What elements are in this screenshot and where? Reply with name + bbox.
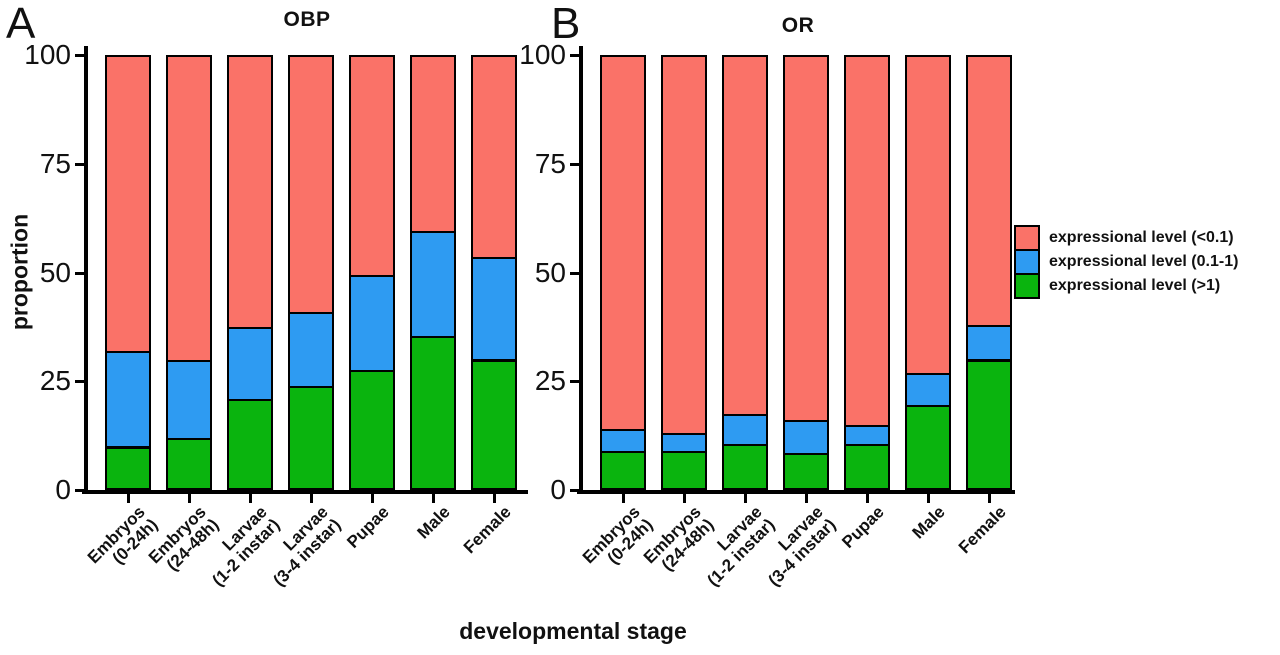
y-tick: [570, 489, 579, 492]
panel-b-letter: B: [551, 0, 581, 48]
y-tick-label: 50: [534, 256, 566, 288]
x-tick: [927, 494, 930, 503]
bar-segment-red: [722, 55, 768, 416]
y-tick: [75, 380, 84, 384]
y-axis-line: [84, 46, 88, 494]
x-tick: [683, 494, 686, 503]
bar-segment-green: [844, 444, 890, 490]
bar-segment-green: [966, 359, 1012, 490]
x-tick: [744, 494, 747, 503]
legend-item: expressional level (>1): [1014, 273, 1238, 299]
y-tick-label: 25: [534, 365, 566, 397]
bar-segment-red: [966, 55, 1012, 327]
bar-segment-green: [600, 450, 646, 490]
x-axis-line: [82, 490, 528, 494]
x-tick: [493, 494, 496, 503]
x-tick: [432, 494, 435, 503]
bar-segment-blue: [166, 359, 212, 440]
legend-swatch-red: [1014, 225, 1040, 251]
bar-segment-red: [410, 55, 456, 234]
y-tick: [75, 271, 84, 275]
y-tick: [75, 162, 84, 166]
x-tick: [622, 494, 625, 503]
bar-segment-green: [349, 370, 395, 490]
bar-segment-green: [661, 450, 707, 490]
bar-segment-red: [844, 55, 890, 427]
x-tick: [988, 494, 991, 503]
bar-segment-red: [227, 55, 273, 329]
panel-a-letter: A: [6, 0, 36, 48]
y-tick-label: 75: [39, 147, 71, 179]
bar-segment-blue: [410, 231, 456, 338]
x-tick: [866, 494, 869, 503]
x-tick: [249, 494, 252, 503]
y-tick-label: 0: [55, 474, 71, 505]
x-tick: [805, 494, 808, 503]
y-axis-line: [579, 46, 583, 494]
bar-segment-blue: [471, 257, 517, 362]
panel-a-title: OBP: [283, 8, 331, 31]
legend-swatch-blue: [1014, 249, 1040, 275]
legend-swatch-green: [1014, 273, 1040, 299]
x-tick: [310, 494, 313, 503]
x-axis-title: developmental stage: [459, 618, 687, 644]
bar-segment-blue: [905, 372, 951, 408]
bar-segment-blue: [722, 413, 768, 447]
legend-item: expressional level (0.1-1): [1014, 249, 1238, 275]
x-category-label: Female: [459, 502, 515, 558]
x-axis-line: [577, 490, 1015, 494]
x-category-label: Female: [954, 502, 1010, 558]
y-axis-title: proportion: [6, 213, 33, 331]
y-tick: [570, 271, 579, 275]
bar-segment-blue: [227, 326, 273, 401]
bar-segment-blue: [288, 311, 334, 388]
y-tick: [75, 54, 84, 57]
bar-segment-green: [471, 359, 517, 490]
bar-segment-red: [661, 55, 707, 436]
bar-segment-green: [227, 398, 273, 490]
bar-segment-green: [288, 385, 334, 490]
x-tick: [188, 494, 191, 503]
bar-segment-red: [166, 55, 212, 362]
bar-segment-red: [105, 55, 151, 353]
bar-segment-blue: [966, 324, 1012, 362]
panel-b-title: OR: [781, 14, 815, 37]
bar-segment-blue: [105, 350, 151, 449]
legend-label: expressional level (>1): [1049, 277, 1221, 294]
bar-segment-red: [349, 55, 395, 277]
x-tick: [371, 494, 374, 503]
y-tick-label: 0: [550, 474, 566, 505]
y-tick: [75, 489, 84, 492]
y-tick: [570, 54, 579, 57]
bar-segment-blue: [600, 429, 646, 453]
bar-segment-green: [722, 444, 768, 490]
bar-segment-red: [600, 55, 646, 432]
y-tick-label: 25: [39, 365, 71, 397]
legend-label: expressional level (<0.1): [1049, 229, 1234, 246]
legend: expressional level (<0.1) expressional l…: [1014, 225, 1238, 299]
bar-segment-blue: [349, 274, 395, 373]
bar-segment-green: [410, 335, 456, 490]
bar-segment-blue: [844, 424, 890, 447]
bar-segment-green: [166, 437, 212, 490]
bar-segment-red: [288, 55, 334, 314]
bar-segment-green: [905, 405, 951, 490]
legend-item: expressional level (<0.1): [1014, 225, 1238, 251]
x-tick: [127, 494, 130, 503]
y-tick-label: 75: [534, 147, 566, 179]
bar-segment-green: [105, 446, 151, 490]
y-tick-label: 100: [24, 39, 71, 70]
bar-segment-blue: [783, 420, 829, 456]
legend-label: expressional level (0.1-1): [1049, 253, 1239, 270]
y-tick-label: 50: [39, 256, 71, 288]
y-tick: [570, 162, 579, 166]
bar-segment-red: [905, 55, 951, 375]
y-tick: [570, 380, 579, 384]
bar-segment-green: [783, 453, 829, 490]
y-tick-label: 100: [519, 39, 566, 70]
bar-segment-red: [783, 55, 829, 423]
